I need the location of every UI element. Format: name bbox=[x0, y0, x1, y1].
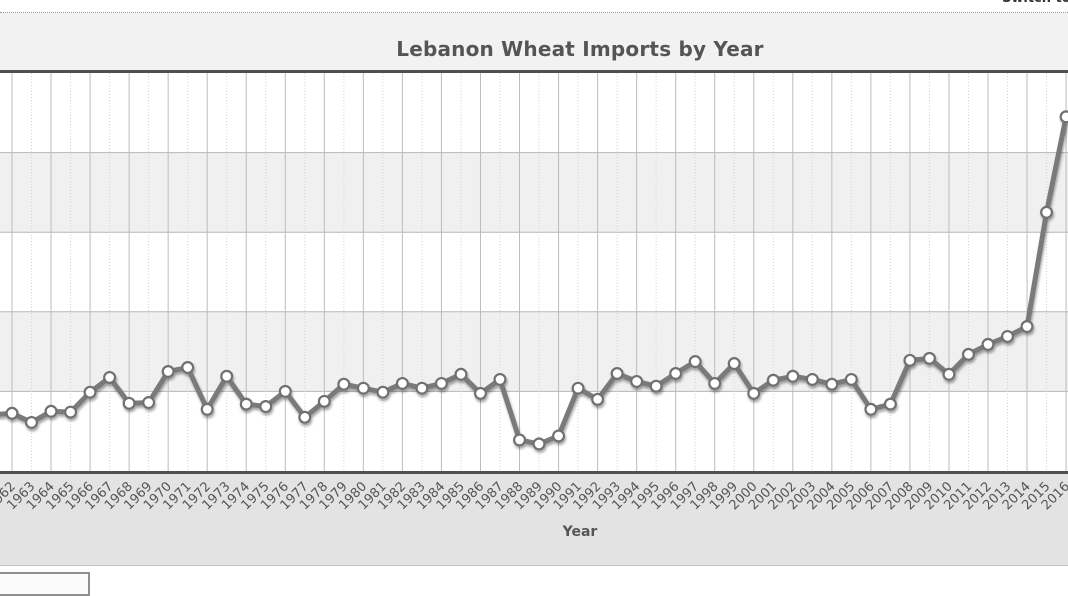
chart-header: Lebanon Wheat Imports by Year bbox=[0, 13, 1068, 70]
x-axis-title: Year bbox=[562, 524, 598, 540]
top-strip: Switch to bbox=[0, 0, 1068, 13]
x-axis-labels: 1962196319641965196619671968196919701971… bbox=[0, 479, 1068, 513]
switch-view-link[interactable]: Switch to bbox=[1002, 0, 1068, 6]
partial-table-box[interactable] bbox=[0, 572, 90, 596]
chart-footer: 1962 1963 1964 1965 1966 1967 1968 1969 1970 1971… bbox=[0, 474, 1068, 566]
chart-container: Lebanon Wheat Imports by Year 1962 1963 19… bbox=[0, 13, 1068, 566]
chart-title: Lebanon Wheat Imports by Year bbox=[396, 37, 764, 61]
plot-area bbox=[0, 70, 1068, 474]
line-chart-svg bbox=[0, 73, 1068, 471]
